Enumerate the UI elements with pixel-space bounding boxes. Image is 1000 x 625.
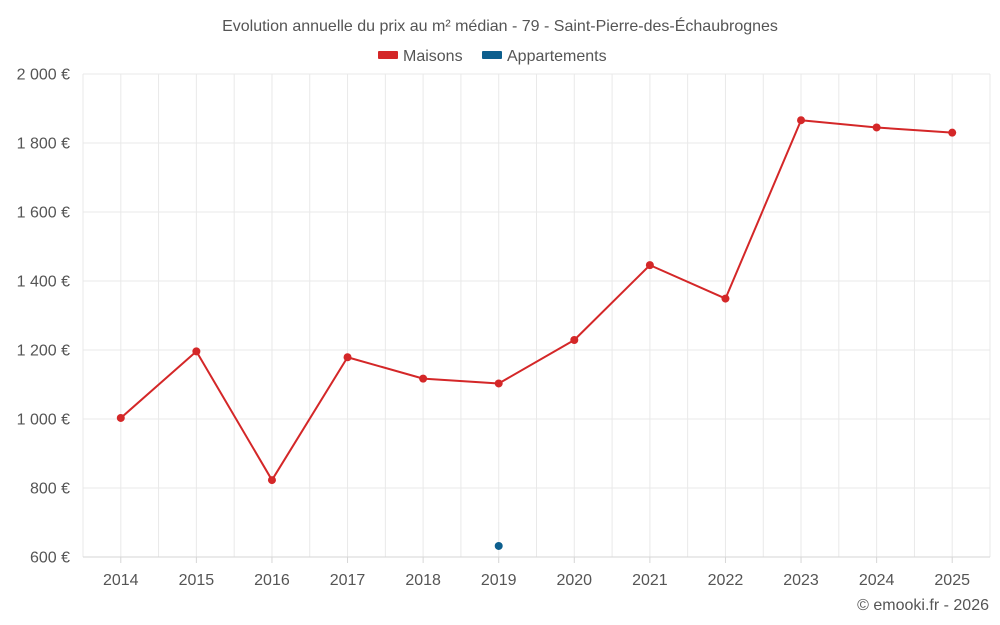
data-point-maisons-2014[interactable]: [116, 413, 125, 422]
data-point-maisons-2023[interactable]: [797, 116, 806, 125]
x-tick-label: 2024: [859, 572, 895, 589]
legend-swatch-maisons: [378, 51, 398, 59]
y-tick-label: 1 800 €: [17, 136, 70, 153]
y-tick-label: 600 €: [30, 550, 70, 567]
x-tick-label: 2019: [481, 572, 517, 589]
legend-label-maisons: Maisons: [403, 48, 463, 65]
y-tick-label: 2 000 €: [17, 67, 70, 84]
grid: [82, 73, 991, 557]
y-tick-label: 1 000 €: [17, 412, 70, 429]
series-layer: [116, 116, 957, 550]
y-axis: 600 € 800 € 1 000 € 1 200 € 1 400 € 1 600 € 1 …: [17, 67, 70, 567]
data-point-appartements-2019[interactable]: [494, 541, 503, 550]
x-tick-label: 2023: [783, 572, 819, 589]
data-point-maisons-2016[interactable]: [267, 476, 276, 485]
data-point-maisons-2019[interactable]: [494, 379, 503, 388]
data-point-maisons-2017[interactable]: [343, 353, 352, 362]
data-point-maisons-2020[interactable]: [570, 335, 579, 344]
x-tick-label: 2018: [405, 572, 441, 589]
legend-swatch-appartements: [482, 51, 502, 59]
data-point-maisons-2018[interactable]: [419, 374, 428, 383]
credit-label: © emooki.fr - 2026: [857, 597, 989, 614]
data-point-maisons-2021[interactable]: [645, 261, 654, 270]
x-axis: 2014 2015 2016 2017 2018 2019 2020 2021 2022 2023…: [83, 556, 990, 589]
data-point-maisons-2025[interactable]: [948, 128, 957, 137]
legend-label-appartements: Appartements: [507, 48, 607, 65]
y-tick-label: 1 600 €: [17, 205, 70, 222]
data-point-maisons-2022[interactable]: [721, 294, 730, 303]
data-point-maisons-2024[interactable]: [872, 123, 881, 132]
x-tick-label: 2015: [179, 572, 215, 589]
series-line-maisons: [120, 119, 953, 482]
legend: Maisons Appartements: [378, 48, 607, 65]
x-tick-label: 2020: [556, 572, 592, 589]
y-tick-label: 1 200 €: [17, 343, 70, 360]
x-tick-label: 2021: [632, 572, 668, 589]
legend-item-maisons[interactable]: Maisons: [378, 48, 463, 65]
legend-item-appartements[interactable]: Appartements: [482, 48, 607, 65]
x-tick-label: 2017: [330, 572, 366, 589]
x-tick-label: 2014: [103, 572, 139, 589]
chart-title: Evolution annuelle du prix au m² médian …: [222, 16, 778, 35]
y-tick-label: 1 400 €: [17, 274, 70, 291]
data-point-maisons-2015[interactable]: [192, 347, 201, 356]
x-tick-label: 2022: [708, 572, 744, 589]
x-tick-label: 2025: [934, 572, 970, 589]
x-tick-label: 2016: [254, 572, 290, 589]
y-tick-label: 800 €: [30, 481, 70, 498]
